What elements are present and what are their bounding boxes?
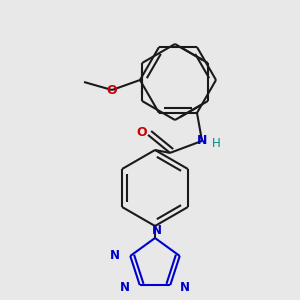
Text: N: N [197, 134, 207, 147]
Text: O: O [107, 83, 117, 97]
Text: H: H [212, 137, 220, 150]
Text: N: N [152, 224, 162, 236]
Text: N: N [110, 250, 120, 262]
Text: N: N [120, 280, 130, 293]
Text: N: N [180, 280, 190, 293]
Text: O: O [137, 126, 147, 140]
